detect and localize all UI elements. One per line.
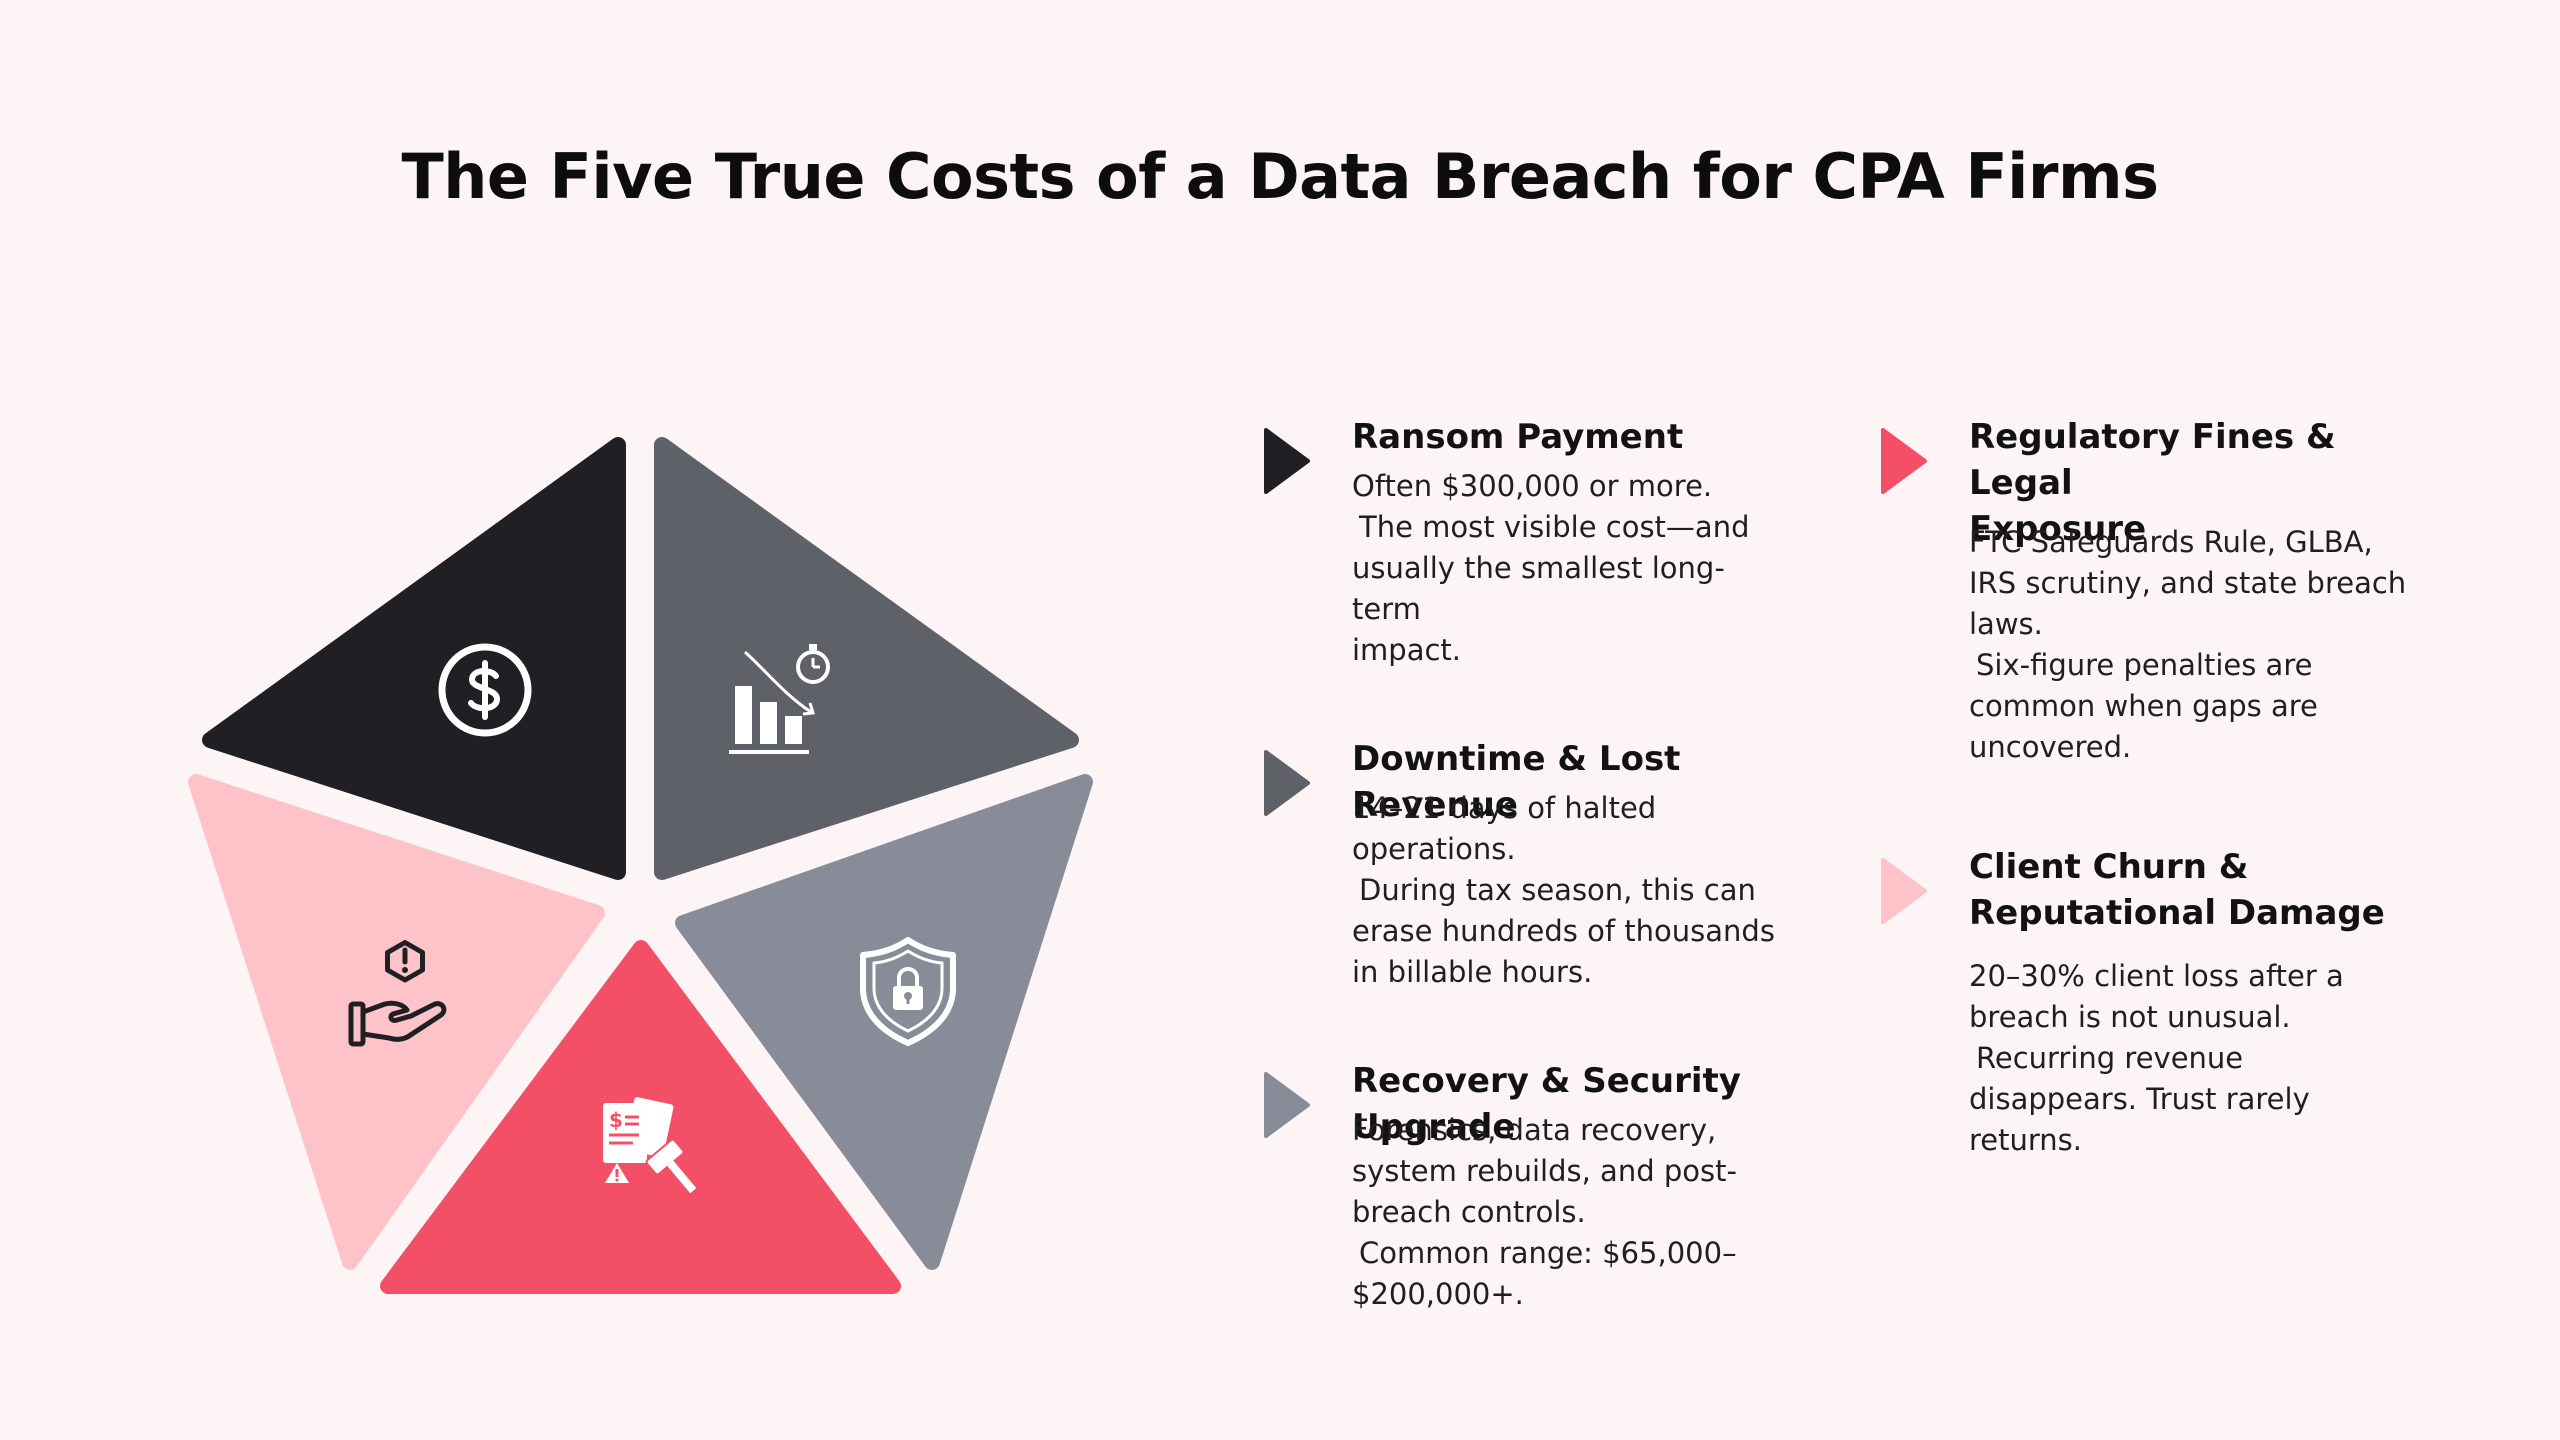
page-title: The Five True Costs of a Data Breach for… <box>401 140 2159 213</box>
svg-text:$: $ <box>609 1108 623 1132</box>
item-description: 14–21 days of halted operations. During … <box>1352 791 1775 989</box>
item-description: 20–30% client loss after a breach is not… <box>1969 959 2344 1157</box>
item-heading: Regulatory Fines & Legal Exposure <box>1969 417 2336 549</box>
declining-chart-icon <box>729 644 830 754</box>
item-description: FTC Safeguards Rule, GLBA, IRS scrutiny,… <box>1969 525 2407 764</box>
arrow-marker-icon <box>1881 428 1927 494</box>
segment-recovery <box>675 774 1093 1270</box>
dollar-coin-icon <box>438 643 532 737</box>
segment-downtime <box>654 437 1079 880</box>
pentagon-diagram: $ <box>188 437 1093 1294</box>
item-regulatory-fines: Regulatory Fines & Legal Exposure FTC Sa… <box>1879 414 2406 774</box>
legal-document-gavel-icon: $ <box>603 1097 697 1194</box>
segment-ransom <box>202 437 626 880</box>
item-ransom-payment: Ransom Payment Often $300,000 or more. T… <box>1262 414 1762 667</box>
item-heading: Client Churn & Reputational Damage <box>1969 847 2385 933</box>
arrow-marker-icon <box>1264 750 1310 816</box>
arrow-marker-icon <box>1264 428 1310 494</box>
shield-lock-icon <box>860 937 956 1046</box>
item-heading: Downtime & Lost Revenue <box>1352 739 1681 825</box>
item-heading: Ransom Payment <box>1352 417 1684 457</box>
item-client-churn: Client Churn & Reputational Damage 20–30… <box>1879 844 2385 1174</box>
arrow-marker-icon <box>1264 1072 1310 1138</box>
item-heading: Recovery & Security Upgrade <box>1352 1061 1741 1147</box>
item-description: Often $300,000 or more. The most visible… <box>1352 469 1750 667</box>
hand-warning-icon <box>348 940 447 1047</box>
arrow-marker-icon <box>1881 858 1927 924</box>
item-downtime-lost-revenue: Downtime & Lost Revenue 14–21 days of ha… <box>1262 736 1775 996</box>
item-recovery-security-upgrade: Recovery & Security Upgrade Forensics, d… <box>1262 1058 1762 1318</box>
item-description: Forensics, data recovery, system rebuild… <box>1352 1113 1737 1311</box>
